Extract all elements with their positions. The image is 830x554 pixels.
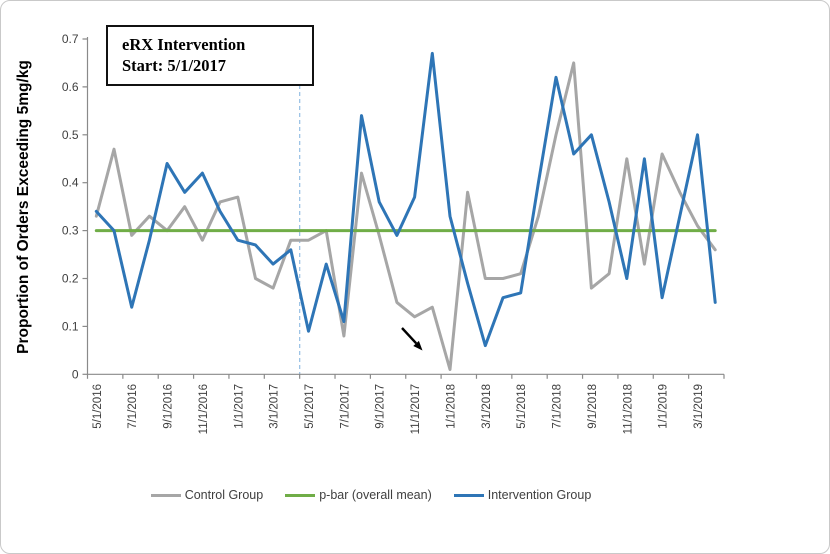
y-tick-label: 0 xyxy=(72,367,79,381)
series-line-control-group xyxy=(94,61,717,371)
x-tick-label: 7/1/2017 xyxy=(339,384,351,429)
y-tick-label: 0.1 xyxy=(62,319,79,333)
legend-label: Intervention Group xyxy=(487,488,592,502)
x-tick-label: 11/1/2016 xyxy=(198,384,210,434)
y-tick-label: 0.3 xyxy=(62,224,79,238)
x-tick-label: 1/1/2019 xyxy=(658,384,670,429)
legend-label: Control Group xyxy=(184,488,264,502)
x-tick-label: 1/1/2018 xyxy=(445,384,457,429)
x-tick-label: 3/1/2017 xyxy=(269,384,281,429)
x-tick-label: 5/1/2017 xyxy=(304,384,316,429)
y-tick-label: 0.6 xyxy=(62,80,79,94)
series-line-intervention-group xyxy=(94,51,717,348)
pbar-line-swatch xyxy=(285,493,316,497)
y-tick-label: 0.7 xyxy=(62,32,79,46)
y-tick-label: 0.2 xyxy=(62,272,79,286)
x-tick-label: 5/1/2018 xyxy=(516,384,528,429)
plot-area: 0 0.1 0.2 0.3 0.4 0.5 0.6 0.7 5/1/2016 7/1/2016 9/… xyxy=(62,29,725,434)
intervention-annotation-box: eRX Intervention Start: 5/1/2017 xyxy=(106,25,314,86)
x-tick-label: 7/1/2018 xyxy=(552,384,564,429)
annotation-line1: eRX Intervention xyxy=(122,35,246,54)
legend-item-intervention-group: Intervention Group xyxy=(453,488,592,502)
y-axis-title: Proportion of Orders Exceeding 5mg/kg xyxy=(15,60,32,354)
y-tick-label: 0.4 xyxy=(62,176,79,190)
intervention-group-line-swatch xyxy=(453,493,484,497)
x-tick-label: 3/1/2019 xyxy=(693,384,705,429)
control-group-line-swatch xyxy=(150,493,181,497)
x-tick-label: 7/1/2016 xyxy=(127,384,139,429)
legend-item-control-group: Control Group xyxy=(150,488,264,502)
x-tick-label: 1/1/2017 xyxy=(233,384,245,429)
chart-legend: Control Group p-bar (overall mean) Inter… xyxy=(11,488,731,502)
x-tick-label: 9/1/2016 xyxy=(163,384,175,429)
x-tick-label: 11/1/2017 xyxy=(410,384,422,434)
x-tick-label: 9/1/2018 xyxy=(587,384,599,429)
y-tick-label: 0.5 xyxy=(62,128,79,142)
legend-item-pbar: p-bar (overall mean) xyxy=(285,488,432,502)
legend-label: p-bar (overall mean) xyxy=(319,488,432,502)
annotation-arrow-head xyxy=(413,340,423,351)
annotation-arrow-shaft xyxy=(401,327,418,345)
x-tick-label: 9/1/2017 xyxy=(375,384,387,429)
annotation-line2: Start: 5/1/2017 xyxy=(122,56,227,75)
x-tick-label: 11/1/2018 xyxy=(622,384,634,434)
x-tick-label: 5/1/2016 xyxy=(92,384,104,429)
x-tick-label: 3/1/2018 xyxy=(481,384,493,429)
